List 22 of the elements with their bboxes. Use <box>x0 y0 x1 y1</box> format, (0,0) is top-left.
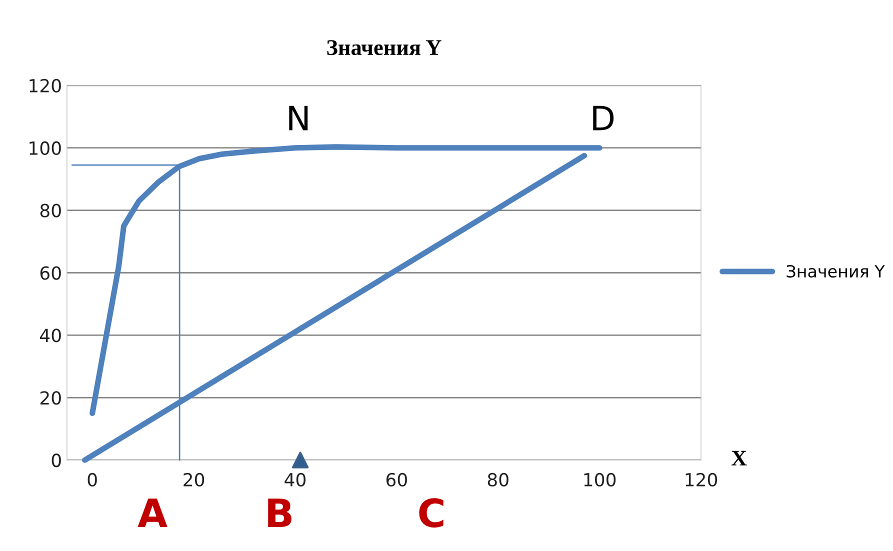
x-tick-label: 0 <box>88 472 97 487</box>
x-axis-title: X <box>731 450 747 466</box>
x-tick-label: 120 <box>686 472 718 487</box>
chart-title: Значения Y <box>327 40 442 56</box>
text: C <box>419 498 444 528</box>
annotation: N <box>289 106 308 130</box>
y-tick-label: 20 <box>40 391 61 405</box>
y-tick-label: 100 <box>30 141 61 155</box>
y-tick-label: 120 <box>30 78 61 93</box>
text: A <box>138 498 168 528</box>
text: B <box>268 498 292 528</box>
x-tick-label: 100 <box>584 472 616 487</box>
legend-label: Значения Y <box>786 264 885 278</box>
x-tick-label: 20 <box>184 472 204 487</box>
y-tick-label: 80 <box>40 204 61 218</box>
x-tick-label: 80 <box>488 472 508 487</box>
x-tick-label: 40 <box>284 472 306 487</box>
annotation: D <box>593 106 614 130</box>
y-tick-label: 40 <box>40 328 61 342</box>
y-tick-label: 60 <box>40 266 61 280</box>
x-tick-label: 60 <box>386 472 407 487</box>
y-tick-label: 0 <box>52 454 61 468</box>
